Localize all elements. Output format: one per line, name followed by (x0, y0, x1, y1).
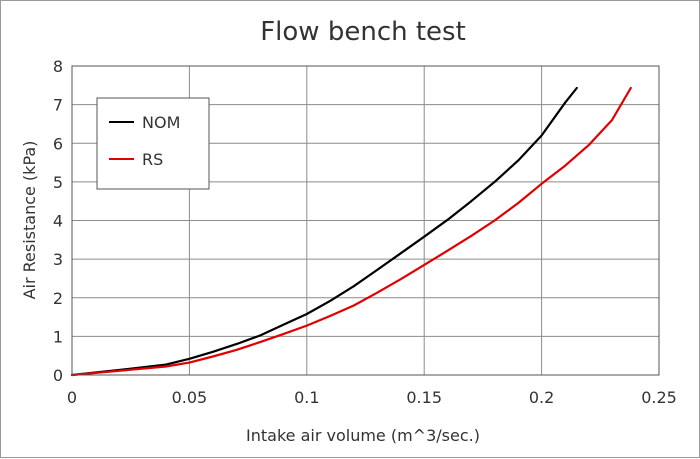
plot-area-border (71, 65, 660, 376)
y-tick-label: 6 (53, 134, 63, 153)
series-lines (70, 86, 632, 377)
y-tick-label: 3 (53, 250, 63, 269)
legend-box (96, 97, 210, 190)
chart-title: Flow bench test (260, 17, 466, 47)
x-tick-labels: 0 0.05 0.1 0.15 0.2 0.25 (67, 388, 677, 407)
x-tick-label: 0.1 (294, 388, 319, 407)
y-tick-label: 1 (53, 327, 63, 346)
y-tick-label: 2 (53, 289, 63, 308)
x-tick-label: 0.05 (172, 388, 208, 407)
series-line-nom (70, 86, 578, 377)
y-tick-label: 4 (53, 212, 63, 231)
x-tick-label: 0.25 (641, 388, 677, 407)
y-tick-label: 7 (53, 96, 63, 115)
y-tick-labels: 0 1 2 3 4 5 6 7 8 (53, 57, 63, 385)
x-axis-label: Intake air volume (m^3/sec.) (246, 426, 480, 445)
y-tick-label: 0 (53, 366, 63, 385)
x-tick-label: 0.2 (529, 388, 554, 407)
y-tick-label: 5 (53, 173, 63, 192)
x-tick-label: 0 (67, 388, 77, 407)
x-tick-label: 0.15 (406, 388, 442, 407)
legend-label-rs: RS (142, 150, 163, 169)
y-tick-label: 8 (53, 57, 63, 76)
legend-label-nom: NOM (142, 113, 180, 132)
legend: NOM RS (96, 97, 210, 190)
y-axis-label: Air Resistance (kPa) (20, 141, 39, 300)
series-line-rs (70, 86, 632, 377)
